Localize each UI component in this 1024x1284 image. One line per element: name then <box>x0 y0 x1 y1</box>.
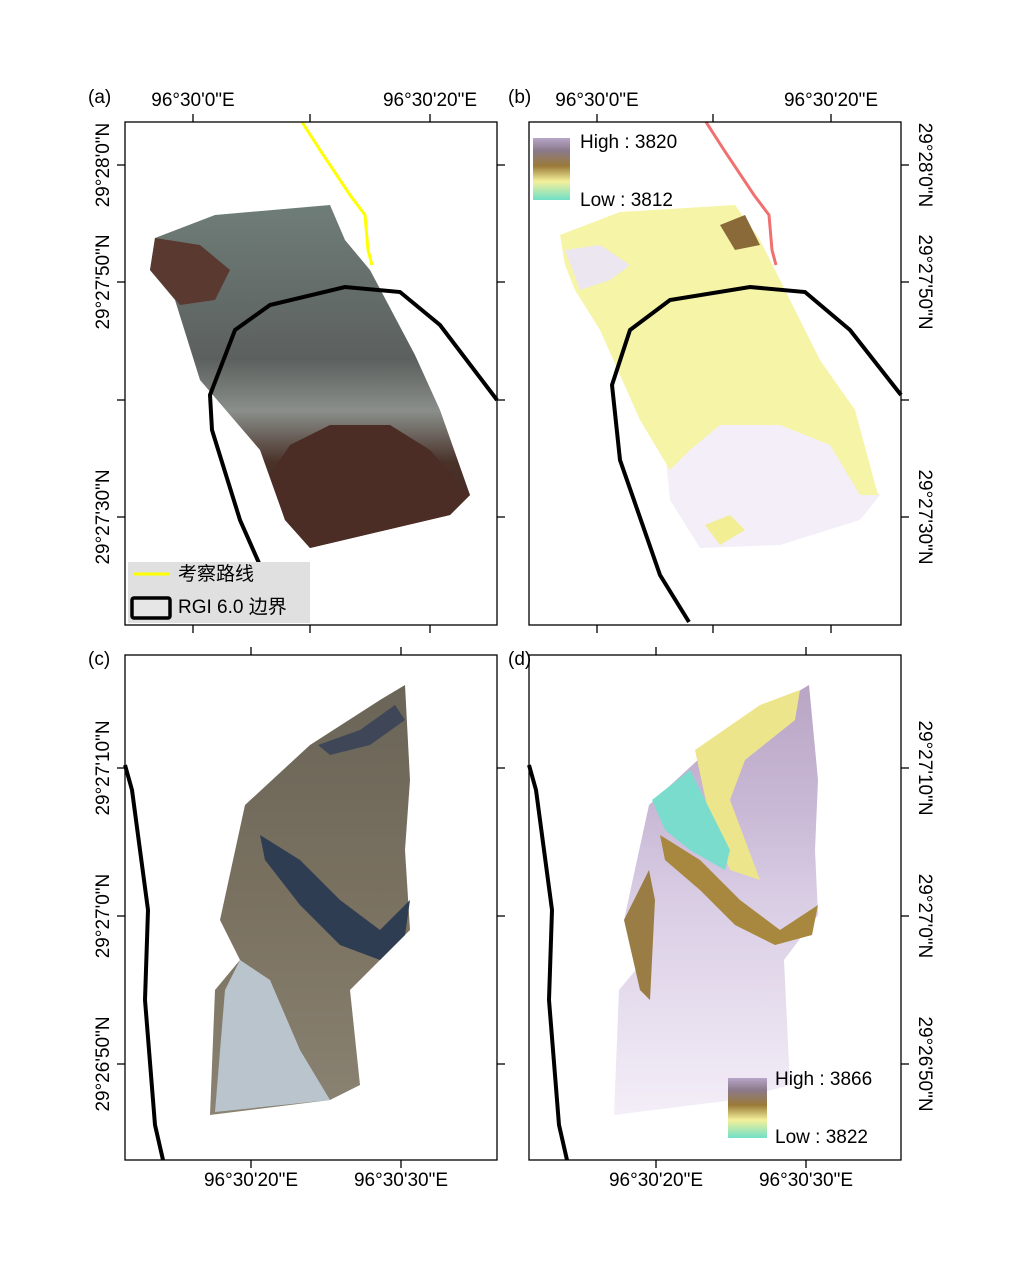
dem-patch <box>720 215 760 250</box>
right-tick-label: 29°27'30"N <box>914 469 935 564</box>
map-frame <box>124 121 498 626</box>
panel-label: (d) <box>508 649 531 670</box>
right-tick-label: 29°27'0"N <box>914 874 935 959</box>
legend-label: Low : 3822 <box>775 1127 868 1148</box>
dem <box>560 205 878 495</box>
panel-label: (a) <box>88 87 111 108</box>
top-tick-label: 96°30'20"E <box>784 90 878 111</box>
map-frame <box>124 654 498 1161</box>
rgi-boundary <box>527 764 569 1161</box>
legend-swatch <box>130 596 172 620</box>
right-tick-label: 29°27'10"N <box>914 720 935 815</box>
legend-label: High : 3820 <box>580 132 677 153</box>
left-tick-label: 29°28'0"N <box>93 123 114 208</box>
left-tick-label: 29°27'10"N <box>93 720 114 815</box>
bottom-tick-label: 96°30'30"E <box>759 1170 853 1191</box>
rgi-boundary <box>207 284 499 623</box>
panel-d: (d) 29°27'10"N 29°27'0"N 29°26'50"N 96°3… <box>508 647 935 1191</box>
survey-route <box>300 121 374 266</box>
bottom-tick-label: 96°30'30"E <box>354 1170 448 1191</box>
rock-area <box>270 425 470 548</box>
dark-band <box>260 835 410 960</box>
top-tick-label: 96°30'0"E <box>555 90 638 111</box>
legend: High : 3820 Low : 3812 <box>533 132 677 211</box>
legend: High : 3866 Low : 3822 <box>728 1069 872 1148</box>
legend-label: Low : 3812 <box>580 190 673 211</box>
panel-b: (b) 96°30'0"E 96°30'20"E 29°28'0"N 29°27… <box>508 87 935 633</box>
rgi-boundary <box>609 284 903 624</box>
dem-patch <box>565 245 630 290</box>
dem-low <box>665 420 880 548</box>
top-tick-label: 96°30'0"E <box>151 90 234 111</box>
map-frame <box>528 121 902 626</box>
dem-patch <box>705 515 745 545</box>
bottom-tick-label: 96°30'20"E <box>609 1170 703 1191</box>
ticks <box>655 647 909 1168</box>
left-tick-label: 29°27'30"N <box>93 469 114 564</box>
dark-band <box>318 705 405 755</box>
bottom-tick-label: 96°30'20"E <box>204 1170 298 1191</box>
left-tick-label: 29°26'50"N <box>93 1016 114 1111</box>
left-tick-label: 29°27'50"N <box>93 234 114 329</box>
rgi-boundary <box>123 764 165 1161</box>
rock-area <box>150 238 230 305</box>
top-tick-label: 96°30'20"E <box>383 90 477 111</box>
dem-band <box>624 870 655 1000</box>
panel-label: (b) <box>508 87 531 108</box>
legend-label: 考察路线 <box>178 563 254 585</box>
color-ramp <box>533 138 570 200</box>
legend: 考察路线 RGI 6.0 边界 <box>128 562 310 623</box>
right-tick-label: 29°26'50"N <box>914 1016 935 1111</box>
left-tick-label: 29°27'0"N <box>93 874 114 959</box>
ticks <box>117 647 505 1168</box>
map-frame <box>528 654 902 1161</box>
snow-area <box>215 960 330 1112</box>
panel-a: (a) 96°30'0"E 96°30'20"E 29°28'0"N 29°27… <box>88 87 505 633</box>
ticks <box>596 114 909 633</box>
dem-low <box>652 770 730 870</box>
panel-c: (c) 29°27'10"N 29°27'0"N 29°26'50"N 96°3… <box>88 647 505 1191</box>
survey-route <box>704 121 778 266</box>
right-tick-label: 29°27'50"N <box>914 234 935 329</box>
panel-label: (c) <box>88 649 110 670</box>
right-tick-label: 29°28'0"N <box>914 123 935 208</box>
color-ramp <box>728 1078 767 1138</box>
dem-band <box>660 835 818 945</box>
legend-label: High : 3866 <box>775 1069 872 1090</box>
ticks <box>117 114 505 633</box>
legend-label: RGI 6.0 边界 <box>178 596 287 618</box>
